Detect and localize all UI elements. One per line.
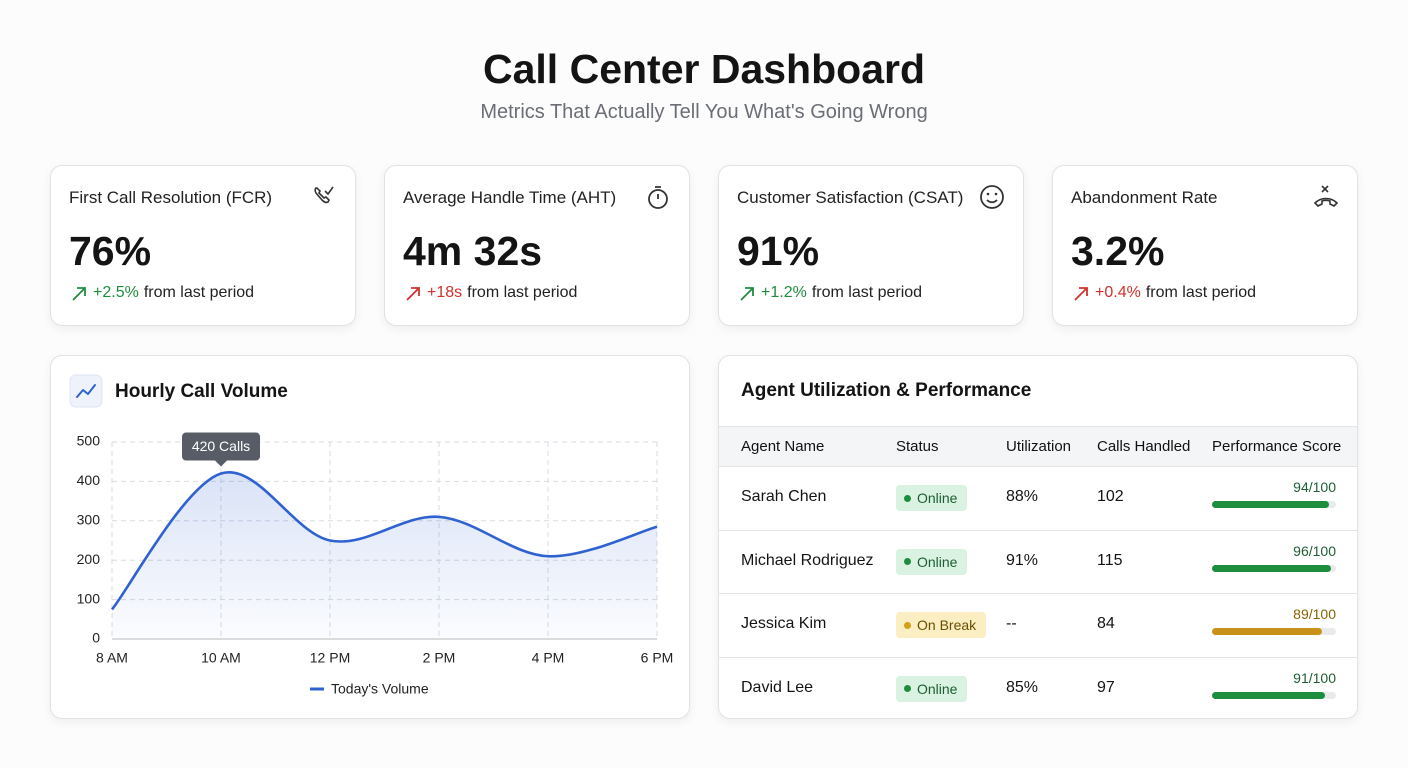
calls-handled: 102 <box>1097 488 1124 505</box>
status-text: On Break <box>917 617 977 633</box>
column-header: Status <box>896 438 939 455</box>
status-text: Online <box>917 680 958 697</box>
kpi-icon <box>980 185 1004 209</box>
x-tick-label: 4 PM <box>532 650 565 666</box>
kpi-change: +0.4% <box>1095 284 1141 301</box>
kpi-label: Customer Satisfaction (CSAT) <box>737 188 964 207</box>
calls-handled: 97 <box>1097 678 1115 696</box>
score-label: 89/100 <box>1293 606 1336 622</box>
kpi-icon <box>314 186 334 204</box>
agent-name: Jessica Kim <box>741 615 827 632</box>
agent-name: Sarah Chen <box>741 488 827 505</box>
kpi-label: Average Handle Time (AHT) <box>403 188 617 207</box>
trend-arrow <box>740 287 754 301</box>
x-tick-label: 8 AM <box>96 650 128 666</box>
tooltip-bg <box>182 432 260 461</box>
kpi-value: 91% <box>737 228 820 274</box>
tooltip-pointer <box>215 460 227 467</box>
score-label: 96/100 <box>1293 542 1336 559</box>
score-bar <box>1212 691 1325 699</box>
table-header-bg <box>719 426 1357 467</box>
table-title: Agent Utilization & Performance <box>741 380 1032 401</box>
score-label: 91/100 <box>1293 669 1336 686</box>
chart-title: Hourly Call Volume <box>115 381 288 402</box>
kpi-card: Customer Satisfaction (CSAT) 91% +1.2% from… <box>718 165 1024 326</box>
score-bar <box>1212 564 1332 572</box>
status-dot <box>904 494 911 502</box>
status-pill: On Break <box>896 612 987 638</box>
row-divider <box>719 656 1357 658</box>
trend-arrow <box>406 287 420 301</box>
chart: Hourly Call Volume 0 100 200 300 400 500 8 AM 1… <box>69 374 674 697</box>
column-header: Calls Handled <box>1097 438 1191 455</box>
score-bar <box>1212 628 1323 635</box>
trend-arrow <box>1074 287 1088 301</box>
row-divider <box>719 593 1357 594</box>
legend-label: Today's Volume <box>331 681 429 697</box>
status-text: Online <box>917 553 958 570</box>
calls-handled: 84 <box>1097 615 1115 632</box>
kpi-note: from last period <box>467 284 578 301</box>
kpi-note: from last period <box>143 284 255 301</box>
calls-handled: 115 <box>1097 551 1123 569</box>
utilization: 85% <box>1006 678 1039 696</box>
page-title: Call Center Dashboard <box>483 46 925 92</box>
kpi-card: Abandonment Rate 3.2% +0.4% from last perio… <box>1052 165 1358 326</box>
kpi-icon <box>648 186 668 209</box>
trend-arrow <box>72 287 86 301</box>
data-label: 420 Calls <box>192 438 250 454</box>
chart-icon-bg <box>69 374 103 408</box>
line-area <box>112 472 657 639</box>
y-tick-label: 500 <box>77 433 101 449</box>
utilization: 91% <box>1006 551 1039 569</box>
score-bar <box>1212 501 1329 508</box>
kpi-note: from last period <box>811 284 923 301</box>
status-dot <box>904 558 911 565</box>
kpi-card: Average Handle Time (AHT) 4m 32s +18s from … <box>384 165 690 326</box>
x-tick-label: 12 PM <box>310 650 350 666</box>
kpi-change: +2.5% <box>93 284 139 301</box>
status-pill: Online <box>896 548 968 575</box>
kpi-card: First Call Resolution (FCR) 76% +2.5% from … <box>50 165 356 326</box>
utilization: -- <box>1006 615 1017 632</box>
kpi-label: Abandonment Rate <box>1071 188 1218 207</box>
agent-name: David Lee <box>741 678 814 696</box>
table-card: Agent Utilization & Performance Agent Na… <box>718 355 1358 719</box>
kpi-value: 76% <box>69 228 152 274</box>
column-header: Performance Score <box>1212 438 1342 455</box>
status-dot <box>904 621 911 629</box>
status-dot <box>904 685 911 692</box>
score-label: 94/100 <box>1293 479 1336 495</box>
kpi-icon <box>1313 185 1339 207</box>
status-pill: Online <box>896 675 968 702</box>
y-tick-label: 400 <box>77 472 101 488</box>
y-tick-label: 0 <box>92 630 100 646</box>
utilization: 88% <box>1006 488 1039 505</box>
status-pill: Online <box>896 485 968 511</box>
row-divider <box>719 529 1357 531</box>
chart-icon <box>76 384 96 398</box>
y-tick-label: 100 <box>77 590 101 606</box>
y-tick-label: 300 <box>77 512 101 528</box>
y-tick-label: 200 <box>77 551 101 567</box>
chart-card: Hourly Call Volume 0 100 200 300 400 500 8 AM 1… <box>50 355 690 719</box>
column-header: Agent Name <box>741 438 825 455</box>
column-header: Utilization <box>1006 438 1072 455</box>
kpi-change: +18s <box>427 284 463 301</box>
page-subtitle: Metrics That Actually Tell You What's Go… <box>480 101 928 123</box>
x-tick-label: 2 PM <box>423 650 456 666</box>
kpi-value: 4m 32s <box>403 228 543 274</box>
x-tick-label: 6 PM <box>641 650 674 666</box>
kpi-value: 3.2% <box>1071 228 1165 274</box>
status-text: Online <box>917 490 958 506</box>
x-tick-label: 10 AM <box>201 650 241 666</box>
kpi-label: First Call Resolution (FCR) <box>69 188 273 207</box>
agent-name: Michael Rodriguez <box>741 551 874 569</box>
line <box>110 470 658 611</box>
kpi-note: from last period <box>1145 284 1257 301</box>
kpi-change: +1.2% <box>761 284 807 301</box>
